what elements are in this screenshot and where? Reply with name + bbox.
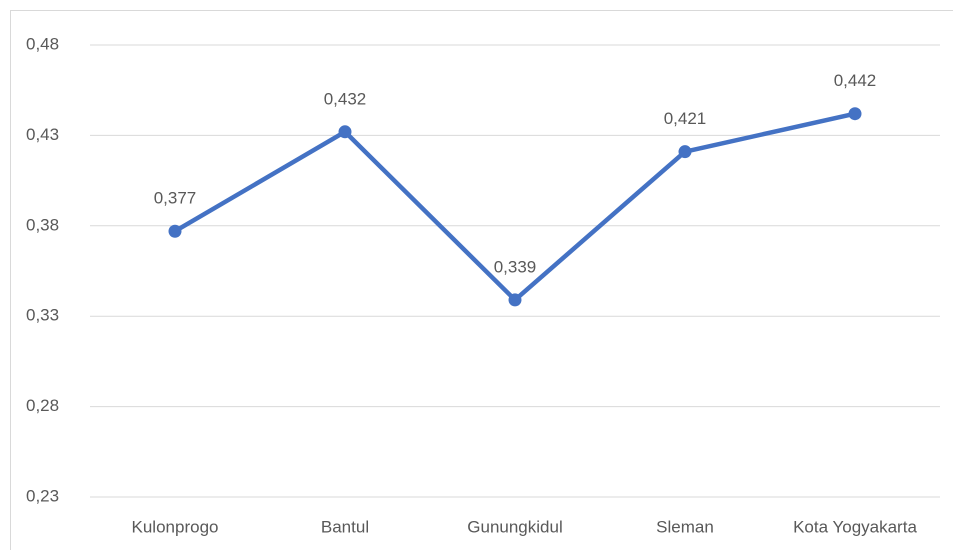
- marker: [678, 145, 692, 159]
- x-tick-label: Bantul: [321, 517, 369, 536]
- x-tick-label: Gunungkidul: [467, 517, 562, 536]
- data-label: 0,339: [494, 257, 537, 276]
- y-tick-label: 0,48: [26, 34, 59, 53]
- marker: [508, 293, 522, 307]
- x-tick-label: Kota Yogyakarta: [793, 517, 917, 536]
- x-tick-label: Kulonprogo: [132, 517, 219, 536]
- y-tick-label: 0,33: [26, 306, 59, 325]
- marker: [338, 125, 352, 139]
- x-tick-label: Sleman: [656, 517, 714, 536]
- y-tick-label: 0,38: [26, 215, 59, 234]
- y-tick-label: 0,43: [26, 125, 59, 144]
- marker: [848, 107, 862, 121]
- y-tick-label: 0,23: [26, 486, 59, 505]
- y-tick-label: 0,28: [26, 396, 59, 415]
- data-label: 0,432: [324, 89, 367, 108]
- data-label: 0,442: [834, 71, 877, 90]
- data-label: 0,377: [154, 189, 197, 208]
- marker: [168, 224, 182, 238]
- chart-border: [10, 10, 953, 550]
- data-label: 0,421: [664, 109, 707, 128]
